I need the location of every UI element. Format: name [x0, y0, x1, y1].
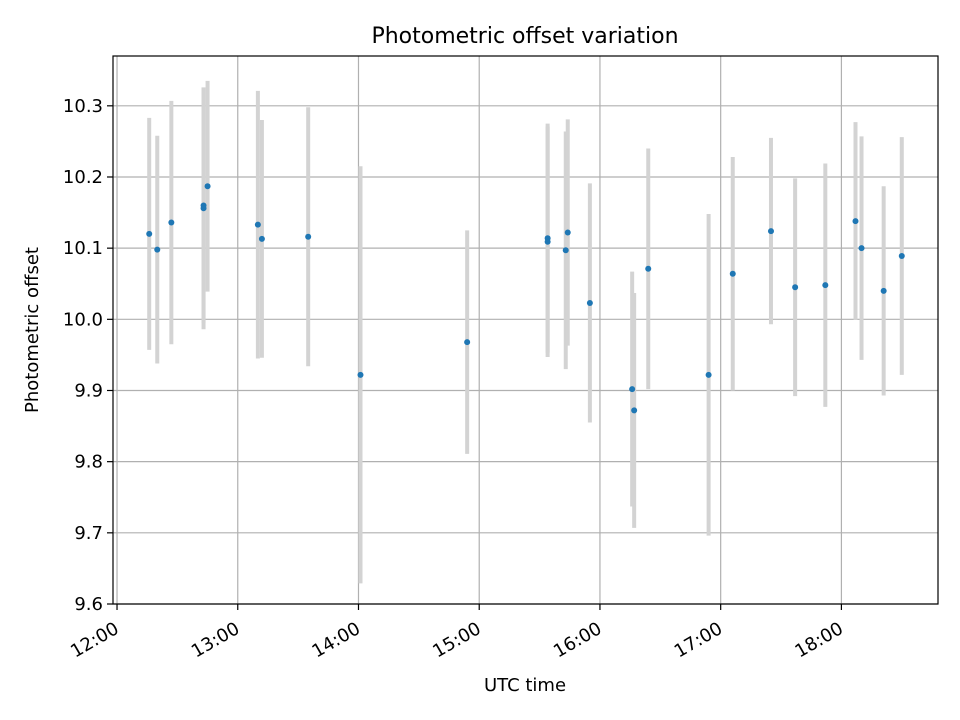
- x-tick-label: 13:00: [188, 618, 243, 662]
- data-point: [631, 407, 638, 414]
- data-point: [204, 183, 211, 190]
- data-point: [852, 218, 859, 225]
- data-point: [586, 299, 593, 306]
- data-point: [154, 246, 161, 253]
- error-bars: [147, 80, 904, 584]
- data-point: [629, 386, 636, 393]
- y-axis-label: Photometric offset: [22, 247, 43, 413]
- data-point: [880, 287, 887, 294]
- data-point: [822, 282, 829, 289]
- x-tick-label: 15:00: [429, 618, 484, 662]
- chart-title: Photometric offset variation: [371, 24, 678, 49]
- data-point: [562, 247, 569, 254]
- data-point: [305, 233, 312, 240]
- data-point: [544, 238, 551, 245]
- y-tick-label: 10.0: [63, 309, 103, 330]
- axis-ticks: 12:00 13:00 14:00 15:00 16:00 17:00 18:00 9.6 9.…: [63, 96, 847, 662]
- y-tick-label: 9.6: [74, 594, 103, 615]
- x-tick-label: 16:00: [550, 618, 605, 662]
- axes-frame: [112, 55, 939, 605]
- data-point: [564, 229, 571, 236]
- data-point: [898, 252, 905, 259]
- data-point: [254, 221, 261, 228]
- data-point: [792, 284, 799, 291]
- grid-lines: [113, 56, 938, 605]
- data-point: [767, 228, 774, 235]
- x-tick-label: 12:00: [67, 618, 122, 662]
- y-tick-label: 9.8: [74, 452, 103, 473]
- data-point: [705, 371, 712, 378]
- data-point: [146, 230, 153, 237]
- y-tick-label: 10.3: [63, 96, 103, 117]
- data-point: [858, 245, 865, 252]
- data-point: [168, 219, 175, 226]
- data-point: [729, 270, 736, 277]
- x-tick-label: 17:00: [671, 618, 726, 662]
- x-axis-label: UTC time: [484, 675, 566, 696]
- data-point: [357, 371, 364, 378]
- data-point: [258, 235, 265, 242]
- y-tick-label: 9.7: [74, 523, 103, 544]
- data-point: [645, 265, 652, 272]
- data-points: [146, 183, 905, 414]
- data-point: [464, 339, 471, 346]
- x-tick-label: 18:00: [791, 618, 846, 662]
- x-tick-label: 14:00: [309, 618, 364, 662]
- y-tick-label: 9.9: [74, 380, 103, 401]
- data-point: [200, 205, 207, 212]
- y-tick-label: 10.2: [63, 167, 103, 188]
- y-tick-label: 10.1: [63, 238, 103, 259]
